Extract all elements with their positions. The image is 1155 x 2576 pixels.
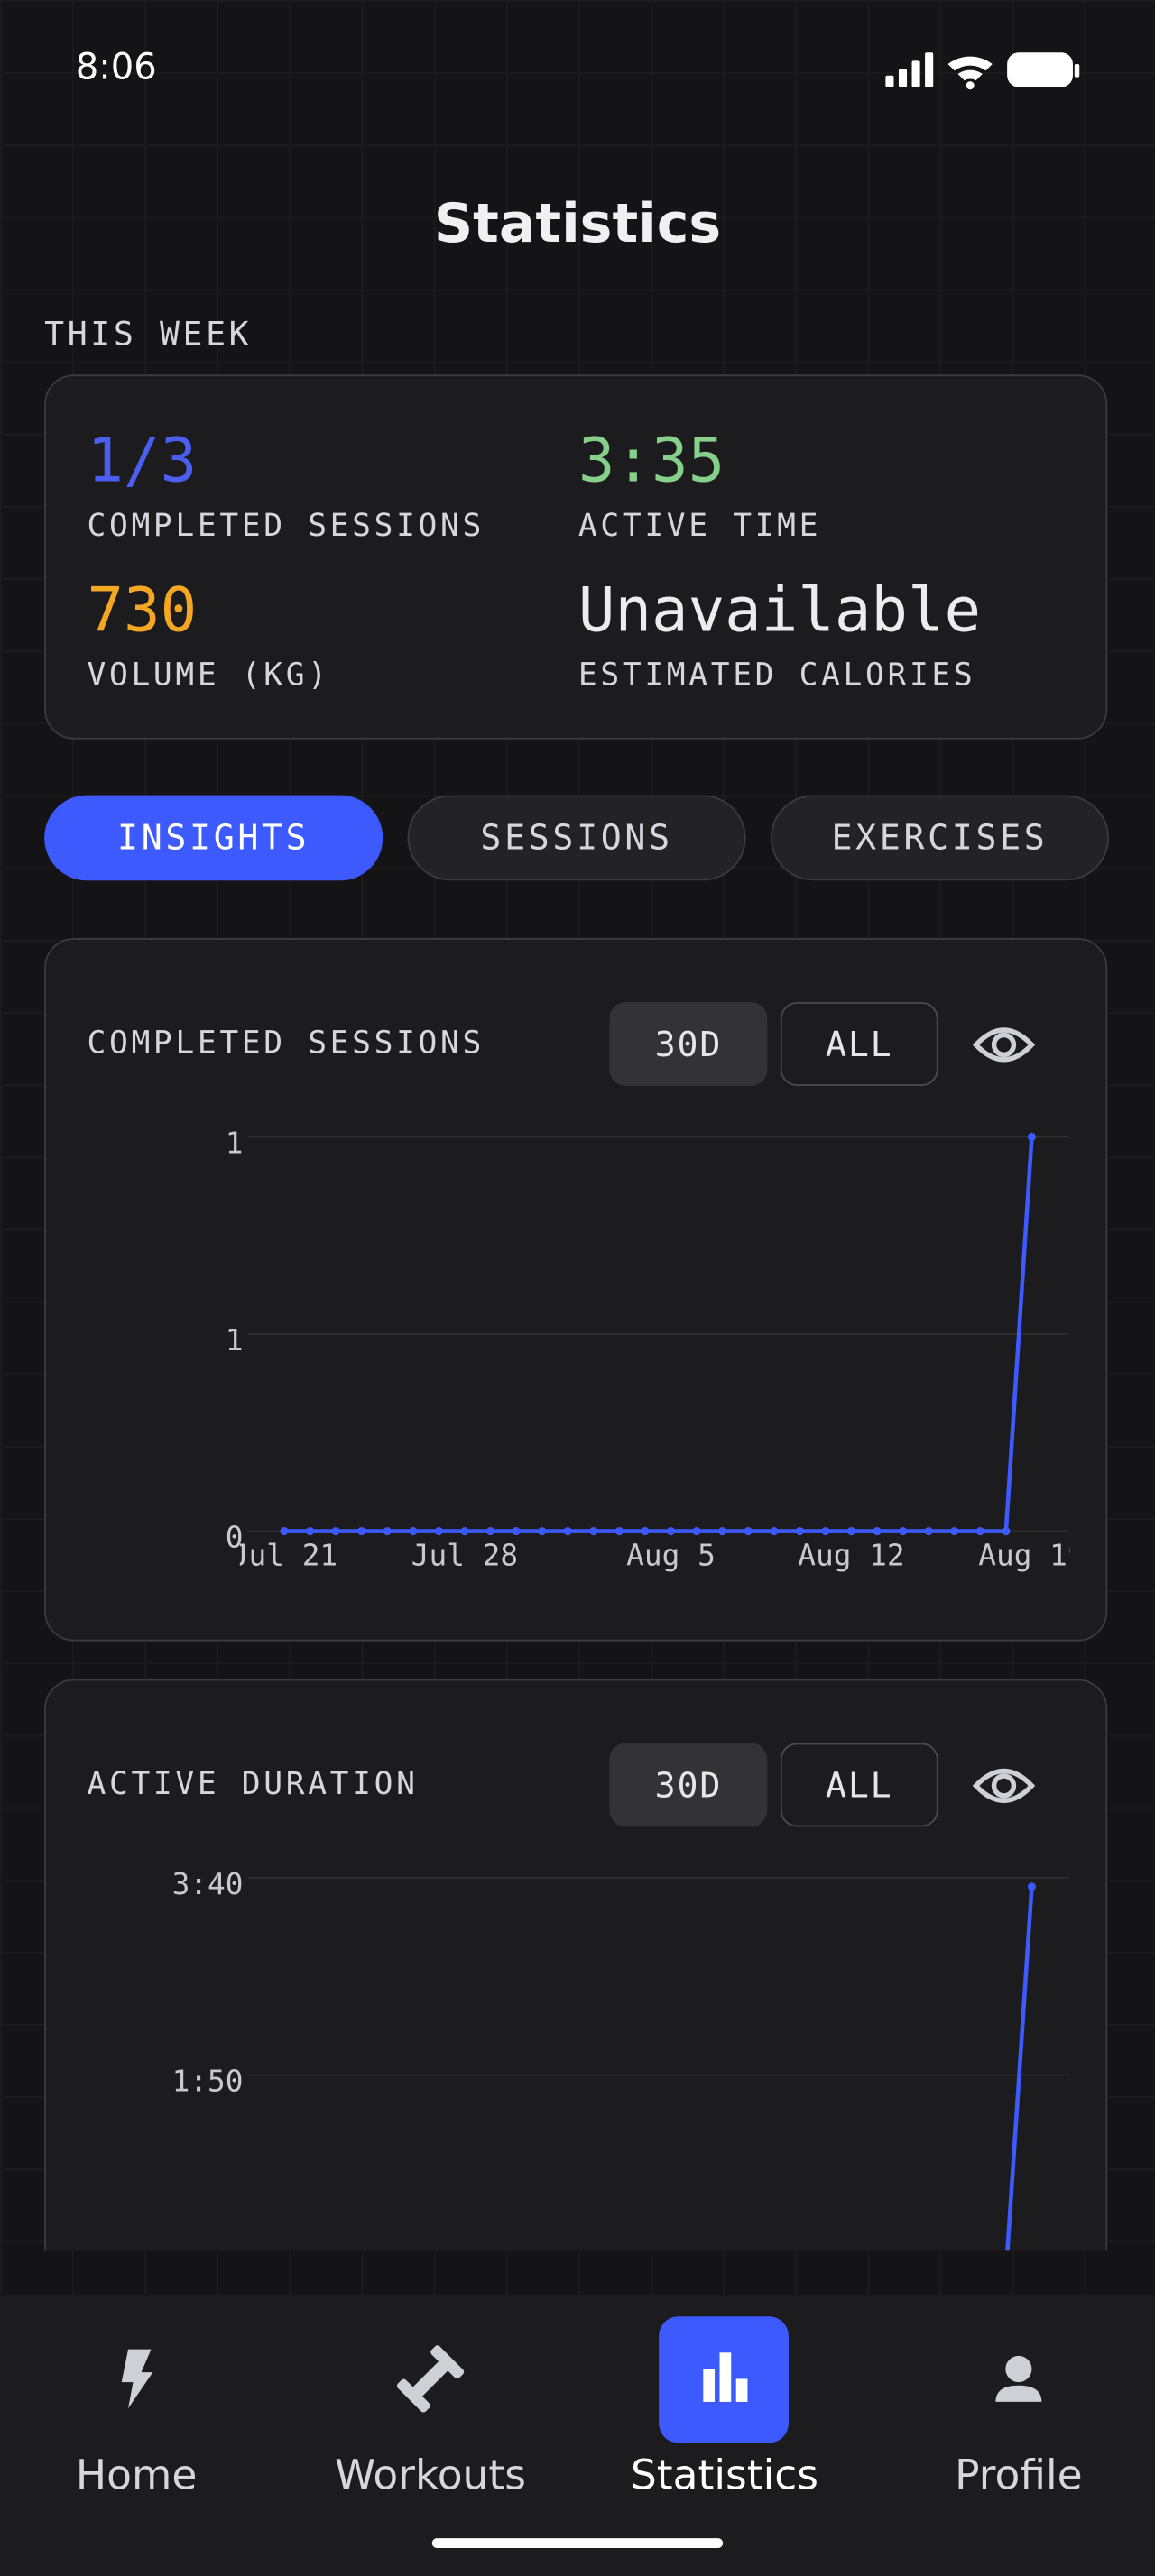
point bbox=[512, 1527, 521, 1536]
eye-pupil bbox=[991, 1773, 1017, 1799]
y-tick-label: 1 bbox=[226, 1127, 244, 1161]
chart: 0 1 1 Jul 21 Jul 28 Aug 5 Aug 12 Aug 19 bbox=[226, 1127, 1085, 1573]
visibility-toggle[interactable] bbox=[971, 1020, 1037, 1070]
point bbox=[873, 1527, 882, 1536]
point bbox=[899, 1527, 908, 1536]
point bbox=[485, 1527, 495, 1536]
x-tick-label: Aug 19 bbox=[978, 1539, 1085, 1573]
eye-outline bbox=[972, 1027, 1036, 1063]
point bbox=[924, 1527, 933, 1536]
tab[interactable]: EXERCISES bbox=[770, 795, 1110, 881]
point bbox=[563, 1527, 572, 1536]
week-card: 1/3 COMPLETED SESSIONS 3:35 ACTIVE TIME 730 V… bbox=[44, 374, 1108, 740]
eye-outline bbox=[972, 1768, 1036, 1803]
y-tick-label: 3:40 bbox=[172, 1867, 244, 1901]
point bbox=[614, 1527, 624, 1536]
bottom-nav bbox=[0, 2295, 1155, 2576]
chart-title: COMPLETED SESSIONS bbox=[87, 1025, 485, 1062]
range-button[interactable]: 30D bbox=[609, 1002, 768, 1086]
point bbox=[846, 1527, 856, 1536]
point bbox=[280, 1527, 289, 1536]
x-tick-label: Jul 21 bbox=[231, 1539, 337, 1573]
point bbox=[1027, 1132, 1036, 1141]
nav-label[interactable]: Statistics bbox=[630, 2451, 818, 2499]
point bbox=[795, 1527, 804, 1536]
point bbox=[666, 1527, 676, 1536]
point bbox=[975, 1527, 984, 1536]
nav-label[interactable]: Home bbox=[75, 2451, 198, 2499]
point bbox=[718, 1527, 727, 1536]
nav-label[interactable]: Profile bbox=[955, 2451, 1083, 2499]
line bbox=[283, 1136, 1034, 1533]
x-tick-label: Aug 5 bbox=[626, 1539, 716, 1573]
point bbox=[770, 1527, 779, 1536]
x-tick-label: Jul 28 bbox=[411, 1539, 518, 1573]
point bbox=[306, 1527, 315, 1536]
point bbox=[357, 1527, 366, 1536]
stat-value: Unavailable bbox=[578, 575, 982, 646]
visibility-toggle[interactable] bbox=[971, 1762, 1037, 1811]
nav-icons bbox=[121, 2345, 1042, 2413]
point bbox=[744, 1527, 753, 1536]
point bbox=[1027, 1882, 1036, 1891]
point bbox=[460, 1527, 469, 1536]
status-icons bbox=[885, 52, 1080, 90]
home-indicator bbox=[431, 2538, 724, 2549]
y-tick-label: 0 bbox=[226, 1521, 244, 1555]
x-axis-labels: Jul 21 Jul 28 Aug 5 Aug 12 Aug 19 bbox=[231, 1539, 1085, 1573]
status-time: 8:06 bbox=[75, 47, 157, 89]
tab[interactable]: SESSIONS bbox=[407, 795, 746, 881]
chart-title: ACTIVE DURATION bbox=[87, 1766, 419, 1803]
y-tick-label: 1:50 bbox=[172, 2065, 244, 2099]
point bbox=[538, 1527, 547, 1536]
point bbox=[641, 1527, 650, 1536]
stat-label: VOLUME (KG) bbox=[87, 657, 330, 694]
range-button[interactable]: ALL bbox=[780, 1002, 938, 1086]
range-button[interactable]: ALL bbox=[780, 1743, 938, 1827]
stat-value: 1/3 bbox=[87, 425, 198, 497]
stat-value: 3:35 bbox=[578, 425, 725, 497]
y-tick-label: 1 bbox=[226, 1323, 244, 1357]
range-button[interactable]: 30D bbox=[609, 1743, 768, 1827]
section-label: THIS WEEK bbox=[44, 313, 253, 354]
stat-label: COMPLETED SESSIONS bbox=[87, 507, 485, 544]
point bbox=[821, 1527, 830, 1536]
nav-label[interactable]: Workouts bbox=[335, 2451, 526, 2499]
line bbox=[1005, 1886, 1034, 2251]
stat-label: ESTIMATED CALORIES bbox=[578, 657, 976, 694]
stat-label: ACTIVE TIME bbox=[578, 507, 822, 544]
eye-pupil bbox=[991, 1032, 1017, 1058]
scroll-content: COMPLETED SESSIONS 30D ALL 0 1 1 Jul 21 Jul 28 A… bbox=[44, 938, 1108, 2251]
tab[interactable]: INSIGHTS bbox=[44, 795, 383, 881]
point bbox=[331, 1527, 340, 1536]
chart-card: COMPLETED SESSIONS 30D ALL 0 1 1 Jul 21 Jul 28 A… bbox=[44, 938, 1108, 1642]
point bbox=[383, 1527, 392, 1536]
x-tick-label: Aug 12 bbox=[798, 1539, 904, 1573]
point bbox=[692, 1527, 701, 1536]
point bbox=[589, 1527, 598, 1536]
point bbox=[409, 1527, 418, 1536]
stat-value: 730 bbox=[87, 575, 198, 646]
point bbox=[1002, 1527, 1011, 1536]
point bbox=[950, 1527, 959, 1536]
page-title: Statistics bbox=[433, 190, 722, 255]
point bbox=[434, 1527, 443, 1536]
